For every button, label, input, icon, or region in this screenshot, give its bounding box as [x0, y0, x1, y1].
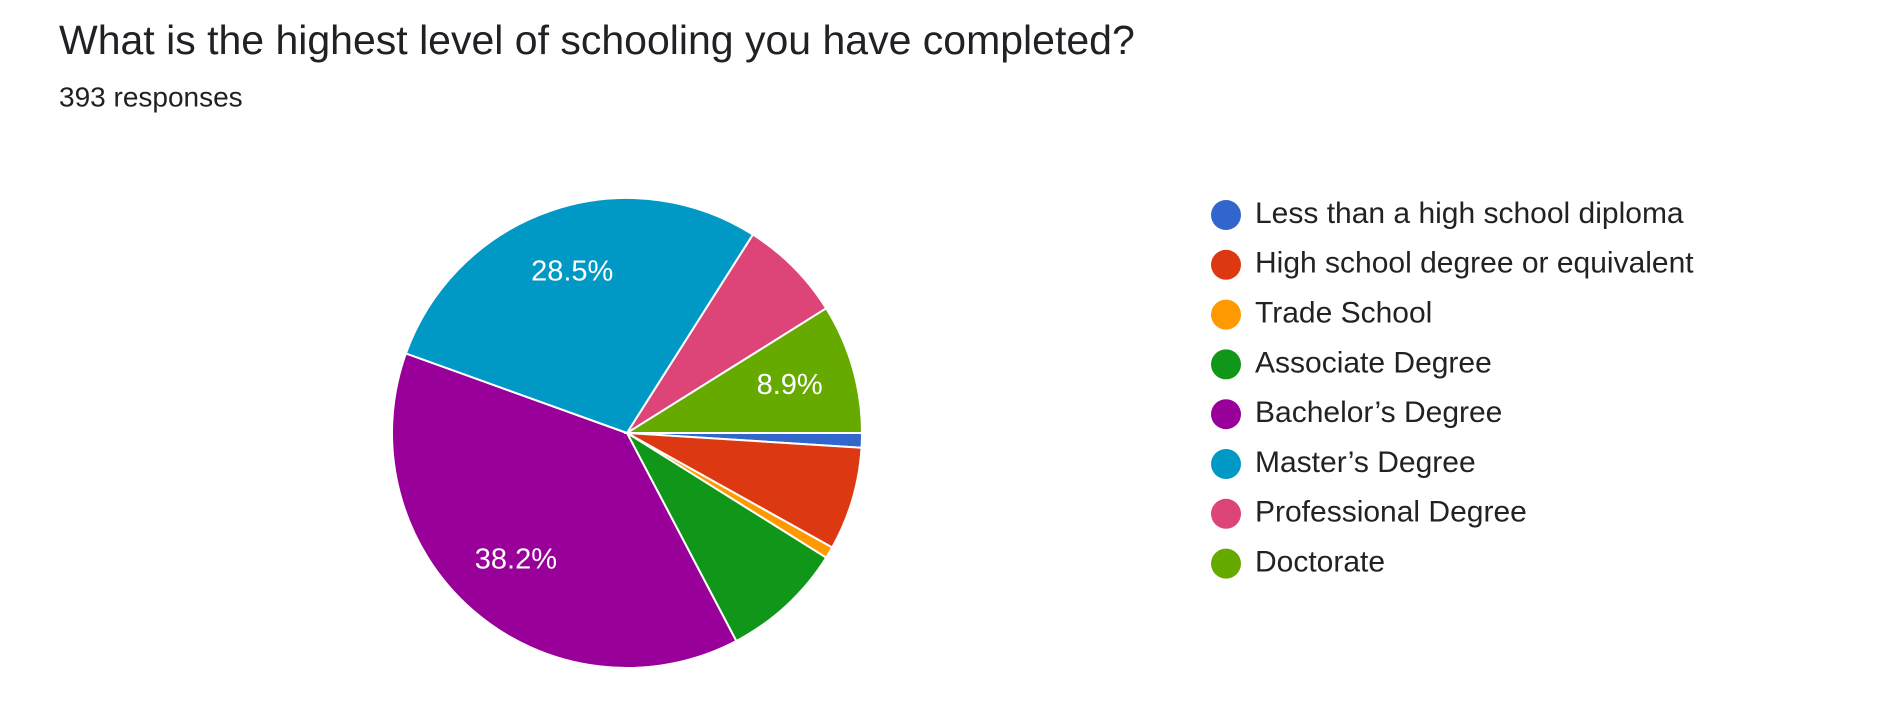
legend-swatch: [1211, 249, 1241, 280]
value-label: 8.9%: [757, 369, 823, 401]
pie-slice: [391, 352, 738, 669]
legend-label: Less than a high school diploma: [1255, 197, 1684, 230]
pie-slice: [626, 233, 828, 434]
chart-subtitle: 393 responses: [59, 81, 243, 112]
pie-slice: [404, 197, 755, 435]
legend-label: Master’s Degree: [1255, 446, 1476, 479]
pie-slice: [626, 432, 863, 549]
legend-label: Bachelor’s Degree: [1255, 396, 1502, 429]
legend-label: Trade School: [1255, 297, 1432, 330]
legend-label: Professional Degree: [1255, 496, 1527, 529]
legend-label: High school degree or equivalent: [1255, 247, 1694, 280]
legend-swatch: [1211, 399, 1241, 430]
legend-swatch: [1211, 349, 1241, 380]
value-label: 28.5%: [531, 256, 613, 288]
legend-swatch: [1211, 498, 1241, 529]
value-label: 38.2%: [475, 543, 557, 575]
legend-label: Associate Degree: [1255, 346, 1492, 379]
legend-swatch: [1211, 449, 1241, 479]
legend-label: Doctorate: [1255, 546, 1385, 579]
legend-swatch: [1211, 200, 1241, 230]
legend-swatch: [1211, 548, 1241, 579]
pie-slice: [624, 430, 828, 643]
chart-title: What is the highest level of schooling y…: [59, 17, 1135, 63]
pie-slice: [623, 306, 864, 434]
legend-swatch: [1211, 299, 1241, 330]
